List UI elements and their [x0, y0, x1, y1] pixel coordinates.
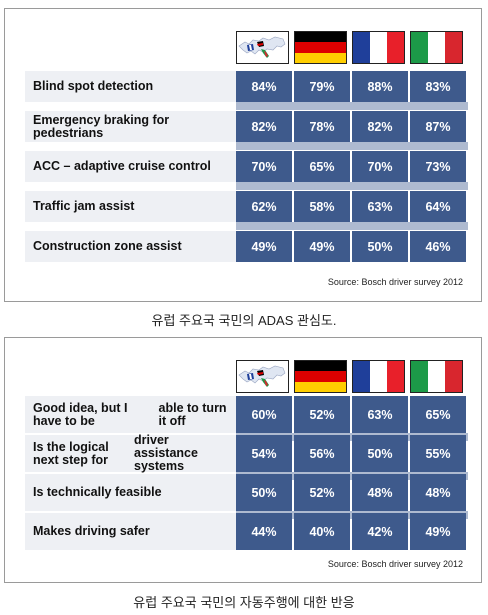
value-cell: 49% [236, 231, 292, 262]
table-row: Construction zone assist 49% 49% 50% 46% [25, 231, 468, 262]
row-label: Is the logical next step for driver assis… [25, 434, 236, 473]
caption: 유럽 주요국 국민의 ADAS 관심도. [151, 313, 337, 328]
value-cell: 50% [236, 474, 292, 511]
germany-flag-icon [294, 31, 347, 64]
value-cell: 48% [410, 474, 466, 511]
italy-flag-icon [410, 31, 463, 64]
value-cell: 64% [410, 191, 466, 222]
value-cell: 82% [352, 111, 408, 142]
table-row: Makes driving safer 44% 40% 42% 49% [25, 513, 468, 550]
source-note: Source: Bosch driver survey 2012 [327, 277, 463, 287]
value-cell: 49% [294, 231, 350, 262]
country-header [236, 360, 468, 396]
table-row: Good idea, but I have to be able to turn … [25, 396, 468, 433]
table-row: Traffic jam assist 62% 58% 63% 64% [25, 191, 468, 222]
value-cell: 42% [352, 513, 408, 550]
value-cell: 63% [352, 396, 408, 433]
row-label: Blind spot detection [25, 71, 236, 102]
value-cell: 50% [352, 435, 408, 472]
value-cell: 56% [294, 435, 350, 472]
france-flag-icon [352, 31, 405, 64]
value-cell: 79% [294, 71, 350, 102]
value-cell: 83% [410, 71, 466, 102]
adas-interest-table: Blind spot detection 84% 79% 88% 83% Emergenc… [4, 8, 482, 302]
value-cell: 50% [352, 231, 408, 262]
value-cell: 49% [410, 513, 466, 550]
table-row: ACC – adaptive cruise control 70% 65% 70% 73… [25, 151, 468, 182]
table-row: Emergency braking for pedestrians 82% 78% 8… [25, 111, 468, 142]
germany-flag-icon [294, 360, 347, 393]
value-cell: 88% [352, 71, 408, 102]
table-row: Is the logical next step for driver assis… [25, 434, 468, 473]
france-flag-icon [352, 360, 405, 393]
row-separator [236, 222, 468, 230]
row-label: Construction zone assist [25, 231, 236, 262]
value-cell: 58% [294, 191, 350, 222]
value-cell: 52% [294, 396, 350, 433]
value-cell: 70% [236, 151, 292, 182]
row-label: ACC – adaptive cruise control [25, 151, 236, 182]
autonomous-driving-response-table: Good idea, but I have to be able to turn … [4, 337, 482, 583]
country-header [236, 31, 468, 67]
value-cell: 73% [410, 151, 466, 182]
value-cell: 48% [352, 474, 408, 511]
value-cell: 87% [410, 111, 466, 142]
row-label: Good idea, but I have to be able to turn … [25, 396, 236, 433]
value-cell: 70% [352, 151, 408, 182]
value-cell: 84% [236, 71, 292, 102]
value-cell: 60% [236, 396, 292, 433]
row-label: Is technically feasible [25, 474, 236, 511]
value-cell: 52% [294, 474, 350, 511]
value-cell: 63% [352, 191, 408, 222]
value-cell: 78% [294, 111, 350, 142]
row-separator [236, 182, 468, 190]
value-cell: 62% [236, 191, 292, 222]
row-separator [236, 102, 468, 110]
caption: 유럽 주요국 국민의 자동주행에 대한 반응 [133, 595, 355, 610]
row-label: Traffic jam assist [25, 191, 236, 222]
value-cell: 82% [236, 111, 292, 142]
value-cell: 54% [236, 435, 292, 472]
row-label: Emergency braking for pedestrians [25, 111, 236, 142]
value-cell: 65% [410, 396, 466, 433]
value-cell: 55% [410, 435, 466, 472]
table-row: Blind spot detection 84% 79% 88% 83% [25, 71, 468, 102]
row-label: Makes driving safer [25, 513, 236, 550]
europe-map-icon [236, 360, 289, 393]
source-note: Source: Bosch driver survey 2012 [327, 559, 463, 569]
value-cell: 46% [410, 231, 466, 262]
value-cell: 40% [294, 513, 350, 550]
europe-map-icon [236, 31, 289, 64]
value-cell: 44% [236, 513, 292, 550]
table-row: Is technically feasible 50% 52% 48% 48% [25, 474, 468, 511]
value-cell: 65% [294, 151, 350, 182]
row-separator [236, 142, 468, 150]
italy-flag-icon [410, 360, 463, 393]
